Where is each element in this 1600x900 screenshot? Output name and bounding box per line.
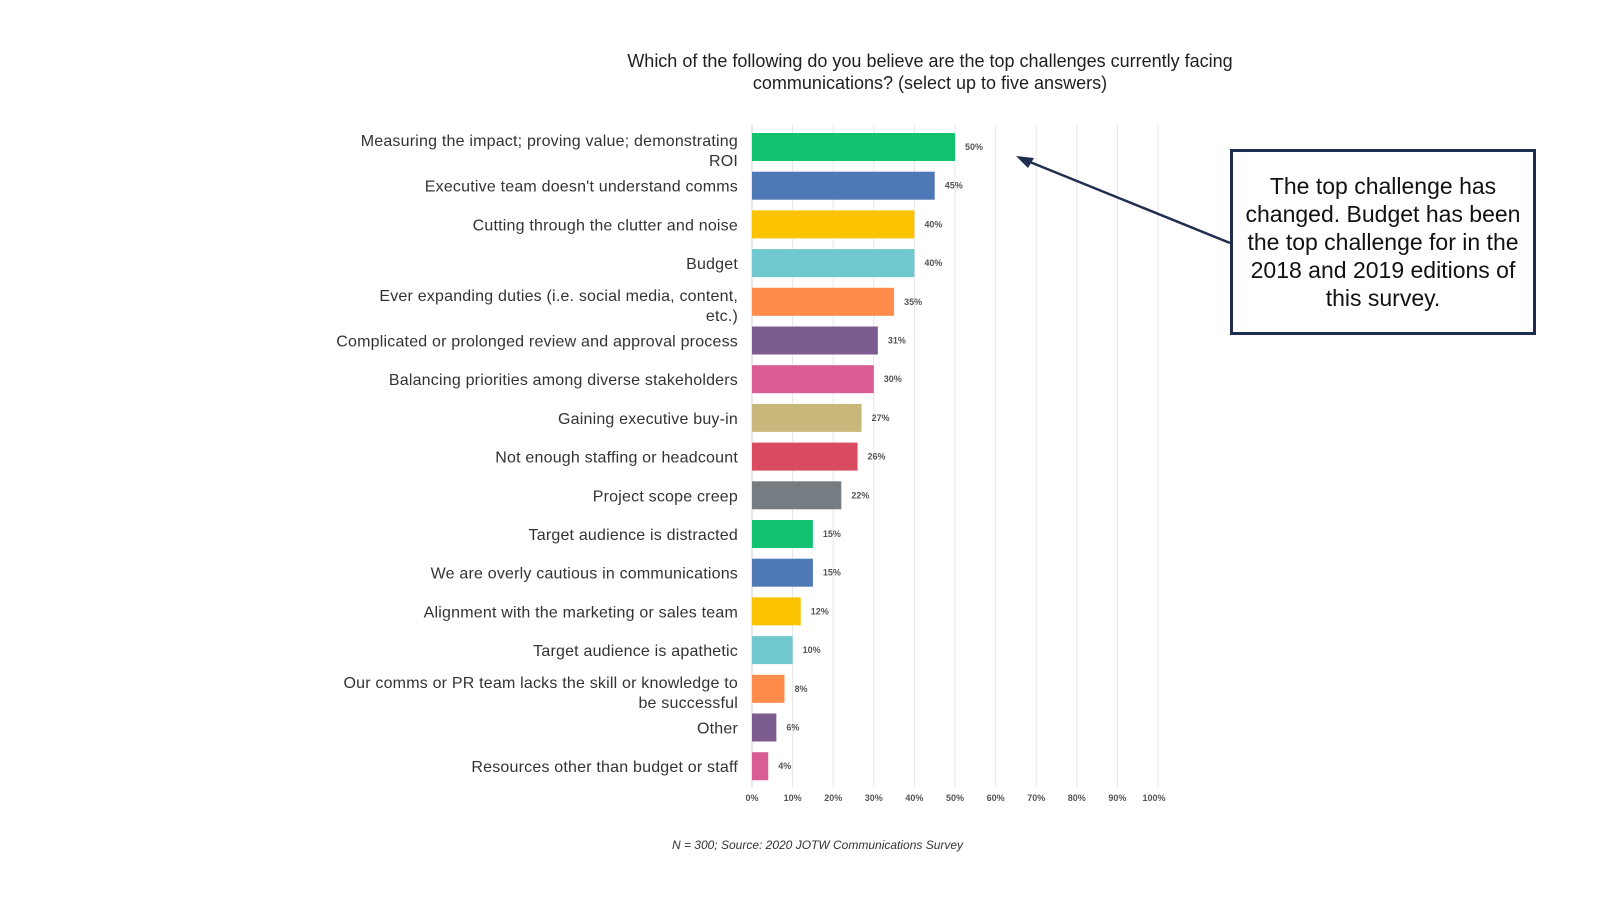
category-label: Gaining executive buy-in <box>558 411 738 428</box>
bar <box>752 481 842 510</box>
data-label: 27% <box>872 413 890 423</box>
x-tick-label: 80% <box>1068 793 1086 803</box>
bar <box>752 287 895 316</box>
category-label: Cutting through the clutter and noise <box>473 217 738 234</box>
category-label: Other <box>697 721 738 738</box>
bar <box>752 171 935 200</box>
bar <box>752 365 874 394</box>
data-label: 15% <box>823 568 841 578</box>
bar <box>752 636 793 665</box>
category-label: Our comms or PR team lacks the skill or … <box>343 675 738 712</box>
x-tick-label: 100% <box>1142 793 1165 803</box>
data-label: 35% <box>904 297 922 307</box>
category-label: We are overly cautious in communications <box>431 566 738 583</box>
source-note: N = 300; Source: 2020 JOTW Communication… <box>671 838 964 852</box>
category-label: Target audience is distracted <box>529 527 738 544</box>
category-label: Resources other than budget or staff <box>471 759 738 776</box>
data-label: 31% <box>888 336 906 346</box>
data-label: 40% <box>924 258 942 268</box>
bar <box>752 326 878 355</box>
category-label: Not enough staffing or headcount <box>495 450 738 467</box>
category-label: Balancing priorities among diverse stake… <box>389 372 738 389</box>
data-label: 45% <box>945 181 963 191</box>
data-label: 15% <box>823 529 841 539</box>
bar <box>752 597 801 626</box>
data-label: 30% <box>884 374 902 384</box>
bar <box>752 520 813 548</box>
data-label: 4% <box>778 761 791 771</box>
category-label: Budget <box>686 256 738 273</box>
callout-arrow <box>1016 156 1231 245</box>
data-label: 26% <box>868 452 886 462</box>
x-tick-label: 70% <box>1027 793 1045 803</box>
category-label: Measuring the impact; proving value; dem… <box>361 133 738 170</box>
x-tick-label: 0% <box>745 793 758 803</box>
category-label: Target audience is apathetic <box>533 643 738 660</box>
value-labels: 50% 45% 40% 40% 35% 31% 30% 27% 26% 22% 15% 15% 12% 1… <box>778 142 983 771</box>
category-label: Complicated or prolonged review and appr… <box>336 334 738 351</box>
x-tick-label: 90% <box>1108 793 1126 803</box>
category-labels: Measuring the impact; proving value; dem… <box>336 133 738 776</box>
bar <box>752 442 858 471</box>
callout-box: The top challenge has changed. Budget ha… <box>1230 149 1536 335</box>
x-tick-label: 20% <box>824 793 842 803</box>
bars <box>752 133 955 781</box>
chart-title: Which of the following do you believe ar… <box>627 51 1233 93</box>
category-label: Project scope creep <box>593 488 738 505</box>
data-label: 6% <box>786 723 799 733</box>
bar <box>752 403 862 432</box>
data-label: 40% <box>924 219 942 229</box>
bar <box>752 558 813 587</box>
data-label: 8% <box>794 684 807 694</box>
bar <box>752 133 955 161</box>
bar <box>752 752 769 781</box>
category-label: Executive team doesn't understand comms <box>425 179 738 196</box>
x-axis-ticks: 0% 10% 20% 30% 40% 50% 60% 70% 80% 90% 100% <box>745 793 1165 803</box>
data-label: 12% <box>811 606 829 616</box>
bar <box>752 713 777 742</box>
x-tick-label: 10% <box>784 793 802 803</box>
bar <box>752 674 785 703</box>
x-tick-label: 60% <box>987 793 1005 803</box>
x-tick-label: 50% <box>946 793 964 803</box>
data-label: 50% <box>965 142 983 152</box>
data-label: 10% <box>803 645 821 655</box>
bar <box>752 210 915 239</box>
x-tick-label: 40% <box>905 793 923 803</box>
data-label: 22% <box>851 490 869 500</box>
category-label: Ever expanding duties (i.e. social media… <box>379 288 738 325</box>
category-label: Alignment with the marketing or sales te… <box>424 604 738 621</box>
bar <box>752 249 915 278</box>
x-tick-label: 30% <box>865 793 883 803</box>
